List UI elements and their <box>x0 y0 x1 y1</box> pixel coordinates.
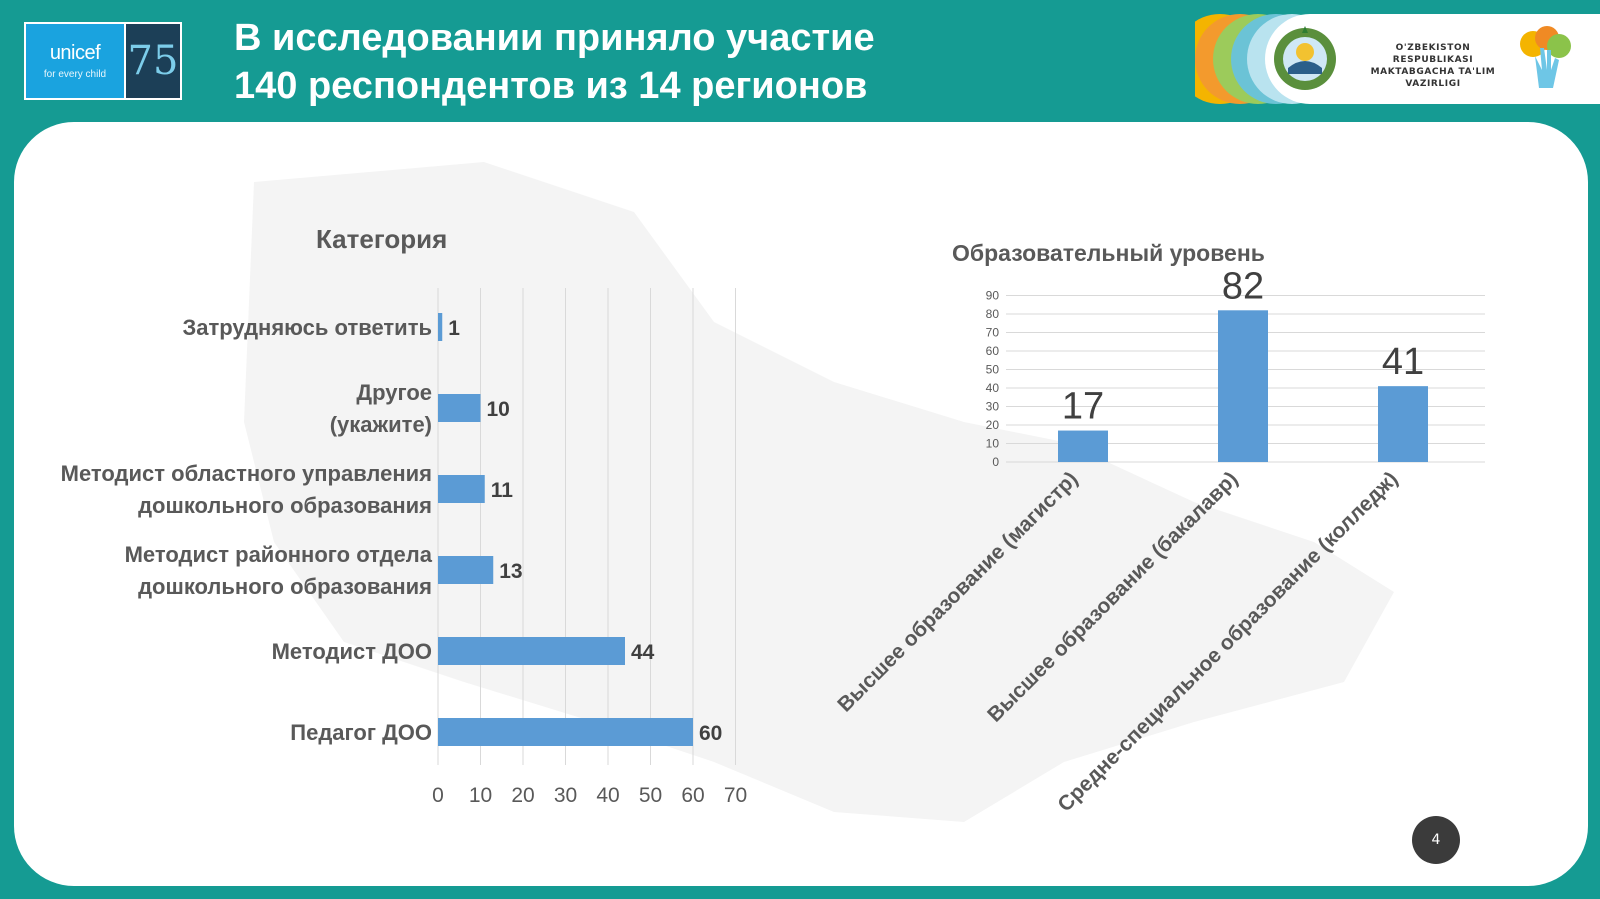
category-x-tick-label: 50 <box>639 784 662 807</box>
category-data-label: 13 <box>499 560 522 583</box>
education-bar <box>1058 430 1108 462</box>
category-x-tick-label: 40 <box>596 784 619 807</box>
education-y-tick-label: 60 <box>986 344 1000 358</box>
education-y-tick-label: 10 <box>986 437 1000 451</box>
category-x-tick-label: 0 <box>432 784 444 807</box>
state-emblem-icon <box>1274 26 1336 90</box>
slide-title-line1: В исследовании приняло участие <box>234 17 875 59</box>
education-y-tick-label: 20 <box>986 418 1000 432</box>
category-axis-label: Педагог ДОО <box>290 720 432 745</box>
category-x-tick-label: 70 <box>724 784 747 807</box>
category-axis-label: Методист ДОО <box>272 639 432 664</box>
category-x-tick-label: 20 <box>511 784 534 807</box>
category-x-tick-label: 10 <box>469 784 492 807</box>
category-axis-label: Другое (укажите) <box>330 380 432 437</box>
education-data-label: 17 <box>1062 386 1104 428</box>
category-axis-label: Методист областного управления дошкольног… <box>61 461 432 518</box>
category-bar <box>438 394 481 422</box>
education-y-tick-label: 30 <box>986 400 1000 414</box>
ministry-logo: O'ZBEKISTON RESPUBLIKASI MAKTABGACHA TA'… <box>1195 14 1600 104</box>
education-y-tick-label: 40 <box>986 381 1000 395</box>
category-bar <box>438 637 625 665</box>
ministry-name-line3: VAZIRLIGI <box>1405 79 1461 89</box>
education-chart-title: Образовательный уровень <box>952 240 1265 266</box>
ministry-name-line1: O'ZBEKISTON RESPUBLIKASI <box>1392 43 1474 65</box>
category-data-label: 10 <box>487 398 510 421</box>
unicef-tagline: for every child <box>43 69 107 80</box>
education-bar <box>1378 386 1428 462</box>
category-bar-chart: 0 10 20 30 40 50 60 70 1 Затрудняюсь ответить 10 Др… <box>61 288 747 807</box>
category-bar <box>438 475 485 503</box>
ministry-hand-icon <box>1520 26 1571 88</box>
category-data-label: 11 <box>491 479 514 502</box>
unicef-name: unicef <box>49 42 101 64</box>
category-data-label: 44 <box>631 641 655 664</box>
education-data-label: 82 <box>1222 265 1264 307</box>
category-chart-title: Категория <box>316 224 448 254</box>
category-x-tick-label: 30 <box>554 784 577 807</box>
category-axis-label: Методист районного отдела дошкольного обр… <box>125 542 433 599</box>
education-bar-chart: 0 10 20 30 40 50 60 70 80 90 17 Высшее образование … <box>833 265 1485 816</box>
education-y-tick-label: 90 <box>986 289 1000 303</box>
education-y-tick-label: 50 <box>986 363 1000 377</box>
ministry-name-line2: MAKTABGACHA TA'LIM <box>1370 67 1496 77</box>
education-data-label: 41 <box>1382 341 1424 383</box>
slide-title: В исследовании приняло участие 140 респо… <box>234 14 875 110</box>
category-bar <box>438 556 494 584</box>
page-number: 4 <box>1412 816 1460 864</box>
category-data-label: 60 <box>699 722 722 745</box>
education-y-tick-label: 70 <box>986 326 1000 340</box>
category-bar <box>438 718 693 746</box>
category-data-label: 1 <box>448 317 460 340</box>
slide-title-line2: 140 респондентов из 14 регионов <box>234 65 868 107</box>
anniversary-badge: 75 <box>126 24 180 98</box>
education-bar <box>1218 310 1268 462</box>
education-category-label: Средне-специальное образование (колледж) <box>1053 467 1402 816</box>
education-y-tick-label: 80 <box>986 307 1000 321</box>
category-bar <box>438 313 443 341</box>
education-y-tick-label: 0 <box>992 455 999 469</box>
education-category-label: Высшее образование (бакалавр) <box>983 467 1242 726</box>
category-axis-label: Затрудняюсь ответить <box>182 315 432 340</box>
unicef-logo-mark: unicef for every child <box>26 24 124 98</box>
ministry-name: O'ZBEKISTON RESPUBLIKASI MAKTABGACHA TA'… <box>1358 42 1508 90</box>
category-x-tick-label: 60 <box>681 784 704 807</box>
unicef-logo: unicef for every child 75 <box>24 22 182 100</box>
